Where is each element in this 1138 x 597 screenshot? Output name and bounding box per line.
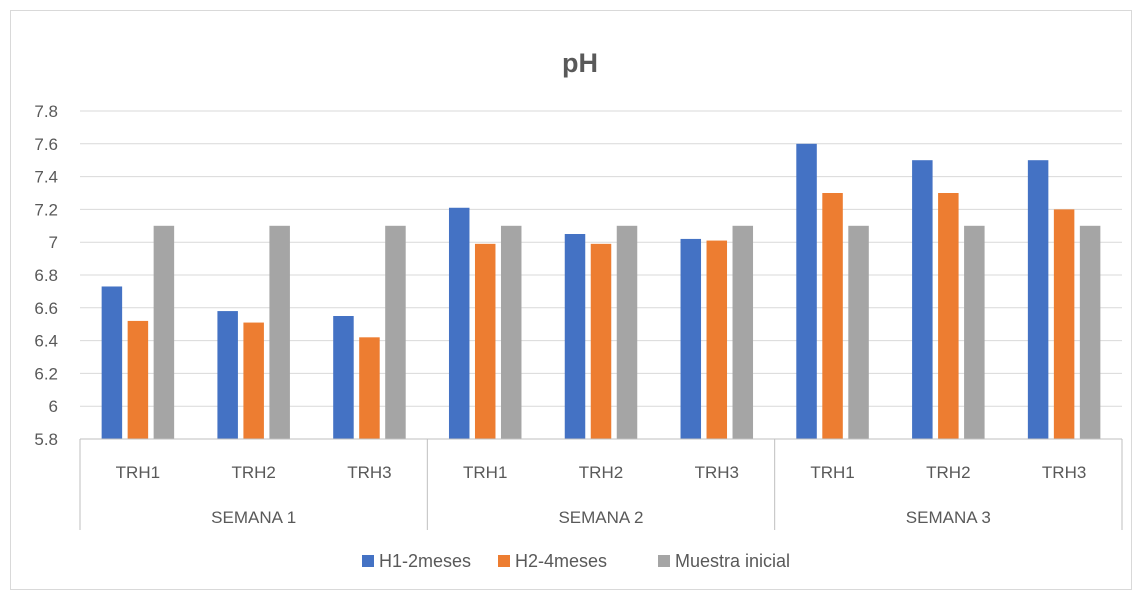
- bar-h2-4meses: [938, 193, 959, 439]
- y-tick-label: 6.6: [34, 299, 58, 318]
- bar-muestra-inicial: [1079, 225, 1101, 439]
- bar-muestra-inicial: [616, 225, 638, 439]
- x-tick-label: TRH1: [116, 463, 160, 482]
- legend-swatch: [658, 555, 670, 567]
- bar-h1-2meses: [1027, 160, 1049, 439]
- group-label: SEMANA 2: [558, 508, 643, 527]
- y-tick-label: 6.2: [34, 364, 58, 383]
- x-tick-label: TRH2: [926, 463, 970, 482]
- group-label: SEMANA 3: [906, 508, 991, 527]
- y-tick-label: 6.4: [34, 332, 58, 351]
- bar-h2-4meses: [359, 337, 380, 439]
- legend-label: H1-2meses: [379, 551, 471, 571]
- bar-h2-4meses: [127, 320, 149, 439]
- bar-h1-2meses: [217, 311, 238, 439]
- bar-muestra-inicial: [500, 225, 522, 439]
- bar-muestra-inicial: [269, 225, 290, 439]
- legend: H1-2meses H2-4meses Muestra inicial: [362, 551, 790, 571]
- x-tick-label: TRH3: [347, 463, 391, 482]
- y-tick-label: 7.8: [34, 102, 58, 121]
- bar-h2-4meses: [243, 322, 264, 439]
- bar-h1-2meses: [448, 207, 470, 439]
- x-tick-label: TRH3: [1042, 463, 1086, 482]
- bar-h1-2meses: [333, 316, 354, 439]
- legend-label: H2-4meses: [515, 551, 607, 571]
- bar-muestra-inicial: [732, 225, 754, 439]
- x-tick-label: TRH1: [463, 463, 507, 482]
- x-axis: TRH1 TRH2 TRH3 TRH1 TRH2 TRH3 TRH1 TRH2 TRH3 SEMA…: [79, 438, 1123, 530]
- legend-swatch: [498, 555, 510, 567]
- chart-title: pH: [562, 48, 598, 78]
- bar-h2-4meses: [590, 243, 612, 439]
- bar-h2-4meses: [706, 240, 728, 439]
- bar-h1-2meses: [564, 234, 586, 439]
- y-tick-label: 5.8: [34, 430, 58, 449]
- group-label: SEMANA 1: [211, 508, 296, 527]
- bar-h1-2meses: [680, 238, 702, 439]
- bar-h1-2meses: [101, 286, 123, 439]
- y-tick-label: 7.2: [34, 200, 58, 219]
- y-tick-label: 7.4: [34, 168, 58, 187]
- bar-muestra-inicial: [848, 225, 869, 439]
- y-axis-ticks: 5.8 6 6.2 6.4 6.6 6.8 7 7.2 7.4 7.6 7.8: [34, 102, 58, 449]
- bars: [101, 143, 1101, 440]
- bar-h1-2meses: [912, 160, 933, 439]
- bar-muestra-inicial: [385, 225, 406, 439]
- y-tick-label: 7.6: [34, 135, 58, 154]
- y-tick-label: 7: [49, 233, 58, 252]
- bar-h2-4meses: [822, 193, 843, 439]
- x-tick-label: TRH2: [231, 463, 275, 482]
- bar-h1-2meses: [796, 143, 817, 440]
- bar-muestra-inicial: [964, 225, 985, 439]
- x-tick-label: TRH1: [810, 463, 854, 482]
- legend-label: Muestra inicial: [675, 551, 790, 571]
- y-tick-label: 6: [49, 397, 58, 416]
- bar-muestra-inicial: [153, 225, 175, 439]
- y-tick-label: 6.8: [34, 266, 58, 285]
- x-tick-label: TRH2: [579, 463, 623, 482]
- bar-h2-4meses: [1053, 209, 1075, 439]
- bar-h2-4meses: [474, 243, 496, 439]
- x-tick-label: TRH3: [695, 463, 739, 482]
- legend-swatch: [362, 555, 374, 567]
